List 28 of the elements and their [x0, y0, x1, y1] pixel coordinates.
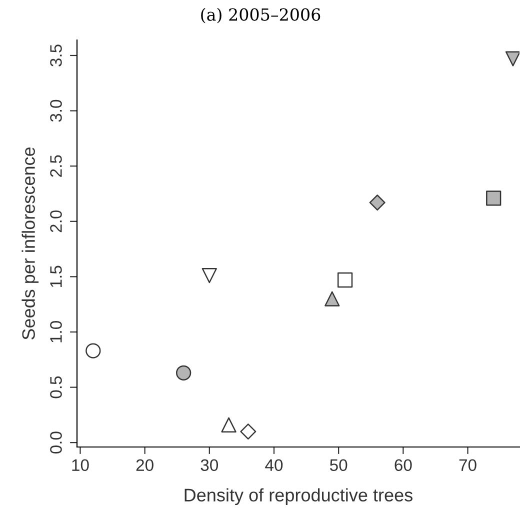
x-tick-label: 30	[200, 459, 218, 472]
x-axis-title: Density of reproductive trees	[184, 488, 412, 506]
x-tick-label: 60	[394, 459, 412, 472]
point	[176, 365, 192, 380]
y-tick-label: 3.5	[50, 44, 62, 66]
point	[86, 343, 101, 358]
point	[486, 190, 502, 206]
x-tick-label: 40	[265, 459, 283, 472]
x-tick-label: 70	[459, 459, 476, 472]
chart-title: (a) 2005–2006	[201, 8, 320, 24]
point	[221, 417, 236, 432]
point	[324, 291, 340, 306]
y-tick-label: 1.5	[50, 266, 62, 287]
point	[369, 194, 386, 211]
point	[202, 268, 217, 284]
y-tick-label: 2.5	[50, 155, 62, 177]
y-tick-label: 1.0	[50, 321, 62, 342]
y-axis-title: Seeds per inflorescence	[22, 147, 39, 340]
y-tick-label: 0.5	[50, 376, 62, 398]
point	[240, 424, 256, 440]
y-tick-label: 3.0	[50, 100, 62, 122]
y-tick-label: 2.0	[50, 210, 62, 232]
x-tick-label: 10	[72, 459, 89, 472]
x-tick-label: 50	[330, 459, 348, 472]
point	[337, 272, 353, 288]
x-tick-label: 20	[136, 459, 154, 472]
point	[505, 51, 520, 66]
y-tick-label: 0.0	[50, 432, 62, 454]
